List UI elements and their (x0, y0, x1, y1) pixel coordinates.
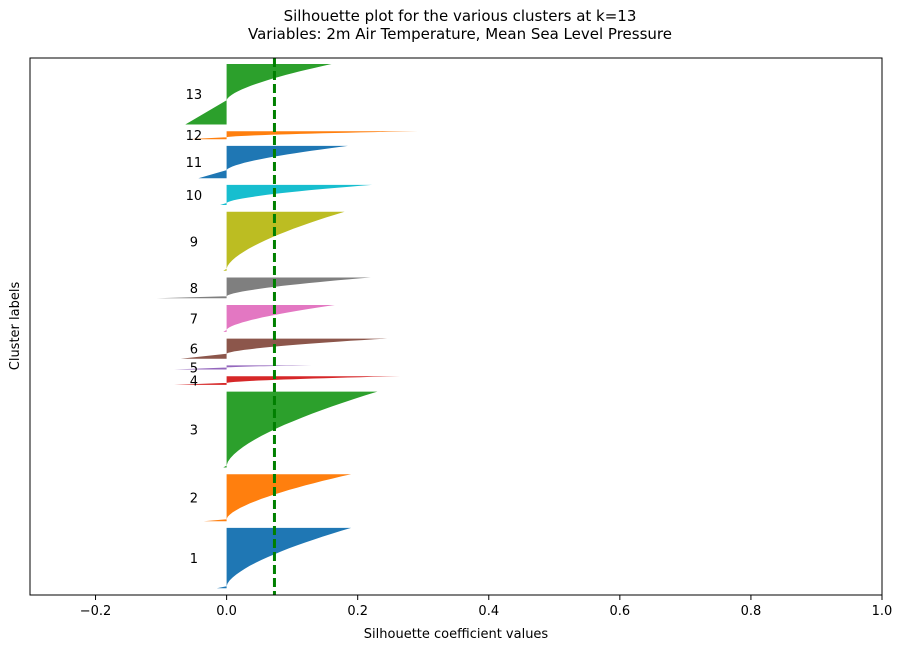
cluster-4-silhouette (174, 376, 401, 385)
cluster-2-silhouette (203, 474, 352, 522)
cluster-label-4: 4 (190, 375, 198, 390)
cluster-label-11: 11 (186, 156, 203, 171)
cluster-label-5: 5 (190, 361, 198, 376)
cluster-label-6: 6 (190, 343, 198, 358)
x-tick-label: 0.4 (478, 604, 499, 619)
cluster-10-silhouette (220, 184, 373, 205)
y-axis-label: Cluster labels (8, 282, 23, 371)
cluster-6-silhouette (180, 338, 388, 359)
cluster-3-silhouette (223, 391, 378, 468)
x-axis-label: Silhouette coefficient values (364, 627, 549, 642)
chart-subtitle: Variables: 2m Air Temperature, Mean Sea … (248, 25, 672, 43)
cluster-5-silhouette (174, 365, 312, 370)
cluster-1-silhouette (216, 527, 352, 589)
cluster-12-silhouette (186, 131, 418, 140)
cluster-label-2: 2 (190, 492, 198, 507)
x-tick-label: 0.6 (610, 604, 631, 619)
x-tick-label: 0.0 (216, 604, 237, 619)
cluster-label-12: 12 (186, 129, 203, 144)
cluster-label-3: 3 (190, 424, 198, 439)
cluster-label-10: 10 (186, 189, 203, 204)
cluster-13-silhouette (185, 64, 332, 125)
cluster-7-silhouette (223, 305, 335, 332)
cluster-9-silhouette (223, 211, 345, 271)
cluster-bars (156, 64, 418, 589)
x-tick-label: 0.2 (347, 604, 368, 619)
cluster-8-silhouette (156, 277, 371, 299)
x-tick-label: −0.2 (80, 604, 112, 619)
x-axis-ticks: −0.2 0.0 0.2 0.4 0.6 0.8 1.0 (80, 595, 893, 619)
x-tick-label: 0.8 (741, 604, 762, 619)
axes-frame (29, 57, 883, 596)
chart-title: Silhouette plot for the various clusters… (284, 7, 637, 25)
cluster-label-8: 8 (190, 282, 198, 297)
cluster-label-13: 13 (186, 88, 203, 103)
cluster-label-9: 9 (190, 235, 198, 250)
cluster-label-1: 1 (190, 552, 198, 567)
cluster-11-silhouette (198, 145, 348, 179)
x-tick-label: 1.0 (872, 604, 893, 619)
cluster-label-7: 7 (190, 312, 198, 327)
